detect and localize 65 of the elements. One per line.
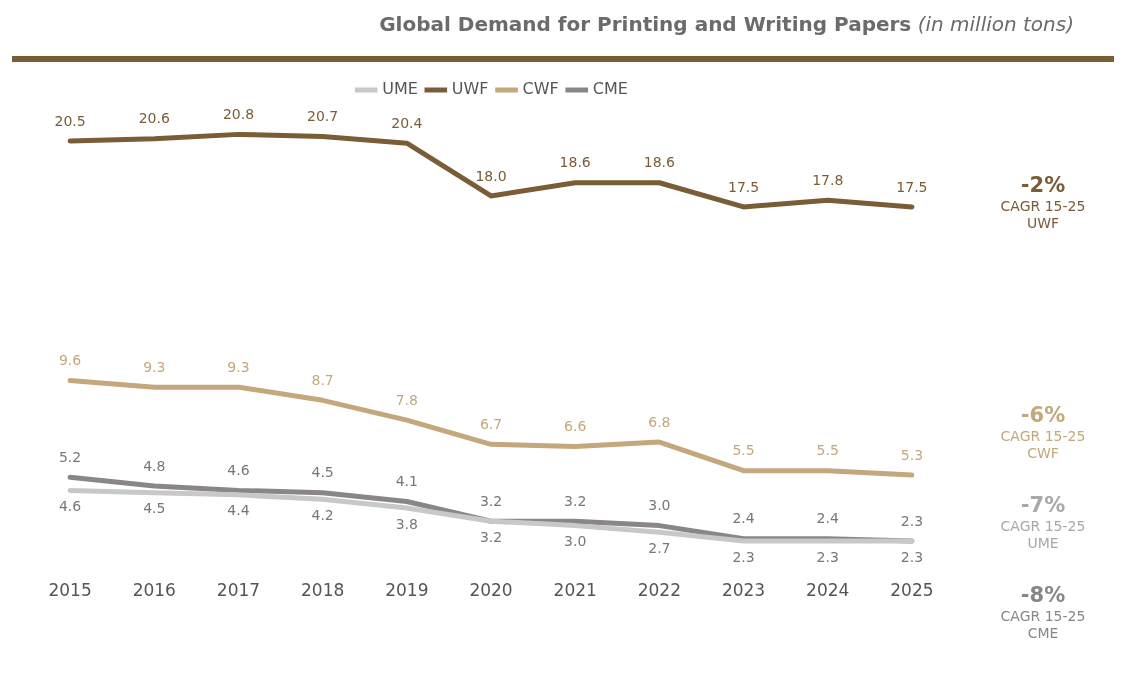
- data-label: 9.3: [227, 358, 250, 375]
- data-label: 7.8: [395, 391, 418, 408]
- data-label: 2.4: [816, 510, 839, 527]
- data-label: 6.7: [479, 415, 503, 432]
- legend-label: CWF: [522, 79, 559, 99]
- text: (in million tons): [917, 12, 1074, 36]
- data-label: 4.2: [311, 506, 334, 523]
- x-tick-label: 2018: [301, 580, 345, 601]
- text: -2% CAGR 15-25 UWF: [999, 172, 1087, 232]
- data-label: 2.4: [732, 510, 755, 527]
- data-label: 8.7: [311, 371, 334, 388]
- data-label: 18.6: [559, 154, 591, 171]
- data-label: 17.5: [896, 178, 928, 195]
- data-label: 4.5: [143, 500, 166, 517]
- data-label: 6.6: [564, 418, 587, 435]
- x-tick-label: 2015: [48, 580, 92, 601]
- x-tick-label: 2019: [385, 580, 429, 601]
- x-tick-label: 2020: [469, 580, 513, 601]
- data-label: 2.7: [648, 539, 671, 556]
- data-label: 4.4: [227, 502, 250, 519]
- data-label: 2.3: [816, 548, 839, 565]
- data-label: 20.7: [307, 108, 339, 125]
- data-label: 20.5: [54, 112, 86, 129]
- data-label: 4.5: [311, 464, 334, 481]
- data-label: 9.6: [58, 352, 82, 369]
- data-label: 3.0: [648, 497, 671, 514]
- data-label: 3.2: [479, 528, 503, 545]
- data-label: 4.6: [227, 462, 250, 479]
- data-label: 4.1: [395, 473, 418, 490]
- data-label: 17.5: [727, 178, 760, 195]
- x-tick-label: 2021: [553, 580, 597, 601]
- data-label: 3.2: [479, 492, 503, 509]
- x-tick-label: 2022: [637, 580, 681, 601]
- data-label: 18.6: [643, 154, 676, 171]
- x-tick-label: 2024: [806, 580, 850, 601]
- data-label: 5.3: [900, 446, 924, 463]
- data-label: 5.5: [732, 442, 755, 459]
- data-label: 6.8: [648, 413, 671, 430]
- chart-title: Global Demand for Printing and Writing Papers: [379, 12, 912, 36]
- x-tick-label: 2017: [216, 580, 261, 601]
- data-label: 20.4: [391, 114, 423, 131]
- x-tick-label: 2016: [132, 580, 176, 601]
- legend-label: CME: [592, 79, 628, 99]
- data-label: 18.0: [475, 167, 507, 184]
- data-label: 9.3: [143, 358, 166, 375]
- data-label: 5.5: [816, 442, 839, 459]
- data-label: 2.3: [732, 548, 755, 565]
- x-tick-label: 2023: [721, 580, 766, 601]
- text: -7% CAGR 15-25 UME: [999, 492, 1087, 552]
- data-label: 20.6: [138, 110, 170, 127]
- data-label: 4.6: [58, 498, 82, 515]
- text: -6% CAGR 15-25 CWF: [999, 402, 1087, 462]
- data-label: 4.8: [143, 457, 166, 474]
- text: -8% CAGR 15-25 CME: [999, 582, 1087, 642]
- data-label: 2.3: [900, 512, 924, 529]
- data-label: 20.8: [222, 106, 255, 123]
- x-tick-label: 2025: [890, 580, 934, 601]
- data-label: 3.0: [564, 533, 587, 550]
- data-label: 2.3: [900, 548, 924, 565]
- legend-label: UME: [382, 79, 418, 99]
- data-label: 3.2: [564, 492, 587, 509]
- legend-label: UWF: [451, 79, 489, 99]
- data-label: 17.8: [812, 171, 844, 188]
- data-label: 5.2: [58, 448, 82, 465]
- data-label: 3.8: [395, 515, 418, 532]
